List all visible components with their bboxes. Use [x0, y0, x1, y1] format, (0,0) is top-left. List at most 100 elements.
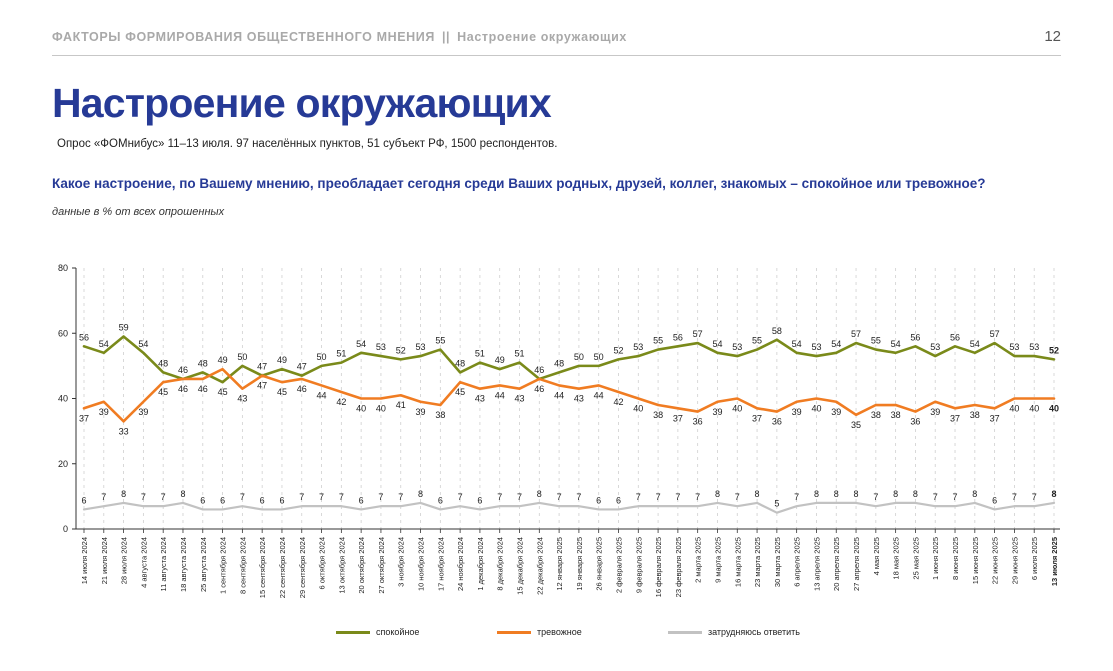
x-tick-label: 2 февраля 2025	[614, 537, 623, 593]
header-divider	[52, 55, 1061, 56]
data-label: 39	[138, 407, 148, 417]
data-label: 45	[158, 387, 168, 397]
x-tick-label: 20 октября 2024	[357, 537, 366, 594]
x-tick-label: 15 сентября 2024	[258, 537, 267, 598]
x-tick-label: 29 сентября 2024	[298, 537, 307, 598]
x-tick-label: 12 января 2025	[555, 537, 564, 591]
x-tick-label: 4 августа 2024	[139, 537, 148, 588]
data-label: 7	[636, 492, 641, 502]
data-label: 7	[398, 492, 403, 502]
data-label: 7	[378, 492, 383, 502]
data-label: 42	[613, 397, 623, 407]
data-label: 53	[811, 342, 821, 352]
data-label: 46	[534, 365, 544, 375]
x-tick-label: 17 ноября 2024	[436, 537, 445, 591]
data-label: 8	[1051, 489, 1056, 499]
data-label: 53	[1009, 342, 1019, 352]
x-tick-label: 1 декабря 2024	[476, 537, 485, 591]
data-label: 49	[495, 355, 505, 365]
x-tick-label: 1 сентября 2024	[219, 537, 228, 594]
data-label: 46	[198, 384, 208, 394]
legend-item: тревожное	[497, 627, 582, 637]
data-label: 6	[200, 495, 205, 505]
x-tick-label: 6 апреля 2025	[793, 537, 802, 587]
running-header: ФАКТОРЫ ФОРМИРОВАНИЯ ОБЩЕСТВЕННОГО МНЕНИ…	[52, 30, 627, 44]
data-label: 40	[1049, 404, 1059, 414]
x-tick-label: 13 октября 2024	[337, 537, 346, 594]
data-label: 58	[772, 326, 782, 336]
data-label: 53	[376, 342, 386, 352]
data-label: 39	[831, 407, 841, 417]
series-line-2	[82, 501, 1056, 514]
x-tick-label: 30 марта 2025	[773, 537, 782, 587]
legend-label: затрудняюсь ответить	[708, 627, 800, 637]
data-label: 55	[871, 336, 881, 346]
x-tick-label: 25 мая 2025	[911, 537, 920, 580]
x-tick-label: 9 февраля 2025	[634, 537, 643, 593]
data-label: 39	[792, 407, 802, 417]
survey-question: Какое настроение, по Вашему мнению, прео…	[52, 176, 986, 191]
data-label: 47	[297, 362, 307, 372]
x-tick-label: 2 марта 2025	[694, 537, 703, 583]
data-label: 8	[814, 489, 819, 499]
series-line-1	[82, 367, 1056, 423]
data-label: 7	[675, 492, 680, 502]
data-label: 48	[554, 358, 564, 368]
x-tick-label: 27 апреля 2025	[852, 537, 861, 591]
data-label: 7	[339, 492, 344, 502]
header-subsection: Настроение окружающих	[457, 30, 627, 44]
data-label: 54	[712, 339, 722, 349]
data-label: 35	[851, 420, 861, 430]
data-label: 8	[418, 489, 423, 499]
page-title: Настроение окружающих	[52, 80, 552, 126]
data-label: 40	[732, 404, 742, 414]
x-tick-label: 18 мая 2025	[892, 537, 901, 580]
data-label: 54	[831, 339, 841, 349]
x-tick-label: 1 июня 2025	[931, 537, 940, 580]
data-label: 7	[458, 492, 463, 502]
data-label: 7	[953, 492, 958, 502]
data-label: 8	[180, 489, 185, 499]
chart-legend: спокойное тревожное затрудняюсь ответить	[0, 627, 1113, 641]
x-tick-label: 10 ноября 2024	[417, 537, 426, 591]
data-label: 48	[158, 358, 168, 368]
data-label: 7	[735, 492, 740, 502]
legend-label: спокойное	[376, 627, 420, 637]
data-label: 8	[121, 489, 126, 499]
data-label: 54	[891, 339, 901, 349]
data-label: 33	[119, 426, 129, 436]
data-label: 56	[910, 332, 920, 342]
data-label: 6	[260, 495, 265, 505]
data-label: 39	[416, 407, 426, 417]
data-label: 41	[396, 400, 406, 410]
x-tick-label: 16 марта 2025	[733, 537, 742, 587]
x-tick-label: 22 июня 2025	[991, 537, 1000, 584]
x-tick-label: 16 февраля 2025	[654, 537, 663, 597]
x-tick-label: 3 ноября 2024	[397, 537, 406, 587]
data-label: 37	[752, 413, 762, 423]
chart-data-labels: 56 37 6 54 39 7 59 33 8 54 39 7 48 45 7 46 46 8 48 46 6 45 49 6…	[79, 323, 1059, 509]
data-label: 57	[851, 329, 861, 339]
data-label: 37	[79, 413, 89, 423]
data-label: 45	[218, 387, 228, 397]
data-label: 44	[554, 390, 564, 400]
data-label: 6	[477, 495, 482, 505]
data-label: 59	[119, 323, 129, 333]
x-tick-label: 24 ноября 2024	[456, 537, 465, 591]
data-label: 40	[356, 404, 366, 414]
data-label: 52	[1049, 345, 1059, 355]
x-tick-label: 15 июня 2025	[971, 537, 980, 584]
data-label: 39	[99, 407, 109, 417]
data-label: 39	[930, 407, 940, 417]
data-label: 6	[81, 495, 86, 505]
data-label: 38	[435, 410, 445, 420]
data-label: 55	[435, 336, 445, 346]
data-label: 46	[178, 384, 188, 394]
data-label: 6	[438, 495, 443, 505]
data-label: 37	[673, 413, 683, 423]
legend-item: спокойное	[336, 627, 419, 637]
header-separator: ||	[441, 30, 451, 44]
data-label: 8	[854, 489, 859, 499]
chart-series-lines	[82, 335, 1056, 514]
